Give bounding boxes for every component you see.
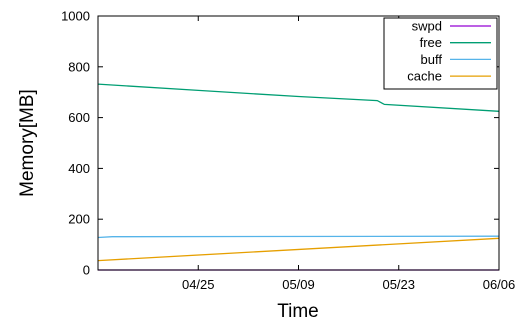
x-tick-label: 04/25	[182, 277, 215, 292]
x-axis-title: Time	[277, 301, 319, 321]
series-layer	[97, 83, 500, 271]
legend-label-free: free	[420, 35, 442, 50]
x-tick-label: 06/06	[483, 277, 515, 292]
y-tick-label: 0	[83, 263, 90, 278]
y-tick-label: 800	[68, 59, 90, 74]
legend-label-cache: cache	[407, 69, 442, 84]
y-tick-label: 200	[68, 212, 90, 227]
y-axis-title: Memory[MB]	[17, 89, 38, 197]
x-tick-label: 05/09	[282, 277, 315, 292]
x-tick-label: 05/23	[382, 277, 415, 292]
x-axis: 04/25 05/09 05/23 06/06	[182, 16, 515, 292]
legend-label-swpd: swpd	[412, 19, 442, 34]
legend-box	[383, 17, 498, 90]
y-tick-label: 600	[68, 110, 90, 125]
series-line-free	[97, 83, 500, 112]
series-line-buff	[97, 235, 500, 239]
series-line-cache	[97, 237, 500, 262]
y-axis: 0 200 400 600 800 1000	[61, 9, 499, 278]
y-tick-label: 1000	[61, 9, 90, 24]
legend-label-buff: buff	[421, 52, 443, 67]
y-tick-label: 400	[68, 161, 90, 176]
